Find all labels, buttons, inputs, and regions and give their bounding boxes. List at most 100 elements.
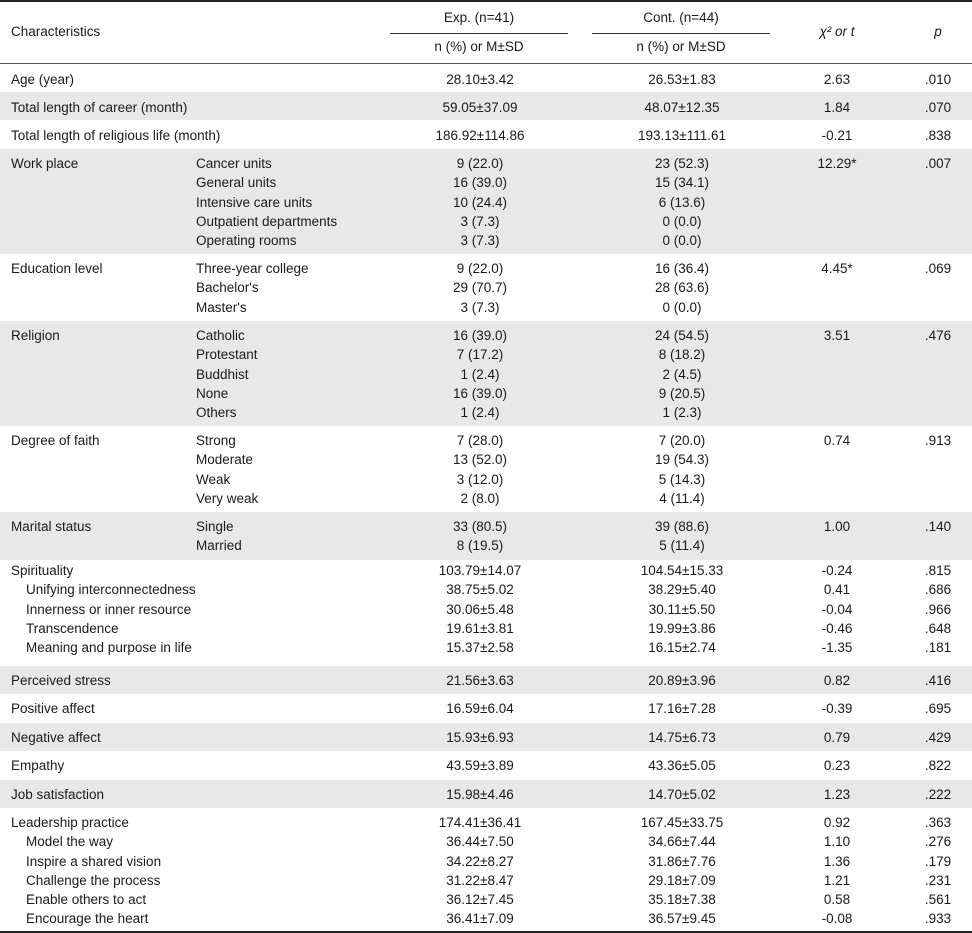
stat-value: -0.46	[821, 620, 853, 636]
exp-value: 7 (17.2)	[456, 347, 504, 363]
table-row: None 16 (39.0) 9 (20.5)	[0, 384, 972, 403]
cont-value: 4 (11.4)	[659, 490, 705, 506]
exp-value: 16 (39.0)	[452, 175, 508, 191]
p-value: .140	[924, 519, 952, 534]
stat-value: -0.08	[821, 911, 853, 927]
exp-value: 15.93±6.93	[446, 730, 514, 745]
table-row: Married 8 (19.5) 5 (11.4)	[0, 536, 972, 555]
row-group: Positive affect 16.59±6.04 17.16±7.28 -0.39…	[0, 694, 972, 723]
exp-value: 28.10±3.42	[446, 72, 514, 87]
subscale-label: Transcendence	[26, 620, 119, 636]
p-value: .648	[924, 620, 952, 636]
cont-value: 0 (0.0)	[662, 299, 702, 315]
row-group: Religion Catholic 16 (39.0) 24 (54.5) 3.51 .4…	[0, 321, 972, 426]
table-row: Transcendence 19.61±3.81 19.99±3.86 -0.46 .6…	[0, 619, 972, 638]
category-label: None	[196, 385, 229, 401]
cont-value: 30.11±5.50	[648, 601, 716, 617]
table-row: Encourage the heart 36.41±7.09 36.57±9.45 -…	[0, 909, 972, 928]
exp-value: 36.44±7.50	[446, 834, 514, 850]
cont-value: 5 (14.3)	[658, 471, 706, 487]
stat-value: 0.23	[823, 758, 851, 773]
exp-value: 3 (12.0)	[456, 471, 504, 487]
exp-value: 1 (2.4)	[460, 366, 500, 382]
table-row: Master's 3 (7.3) 0 (0.0)	[0, 298, 972, 317]
cont-value: 24 (54.5)	[654, 328, 710, 343]
row-group: Degree of faith Strong 7 (28.0) 7 (20.0) 0.7…	[0, 426, 972, 512]
category-label: Master's	[196, 299, 247, 315]
category-label: Bachelor's	[196, 280, 259, 296]
p-value: .476	[924, 328, 952, 343]
exp-value: 36.12±7.45	[446, 892, 514, 908]
stat-value: 2.63	[823, 72, 851, 87]
table-row: Religion Catholic 16 (39.0) 24 (54.5) 3.51 .4…	[0, 326, 972, 345]
stat-value: 1.10	[823, 834, 851, 850]
stat-value: -0.39	[821, 701, 853, 716]
exp-value: 31.22±8.47	[446, 872, 514, 888]
table-row: Total length of religious life (month) 18…	[0, 126, 972, 145]
table-row: General units 16 (39.0) 15 (34.1)	[0, 173, 972, 192]
cont-value: 5 (11.4)	[659, 538, 705, 554]
row-group: Education level Three-year college 9 (22.0…	[0, 254, 972, 321]
p-value: .913	[924, 433, 952, 448]
subscale-label: Unifying interconnectedness	[26, 582, 196, 598]
category-label: Single	[196, 519, 234, 534]
exp-value: 9 (22.0)	[456, 261, 504, 276]
cont-value: 0 (0.0)	[662, 213, 702, 229]
category-label: Three-year college	[196, 261, 309, 276]
cont-value: 16.15±2.74	[648, 640, 716, 656]
stat-value: 1.21	[823, 872, 851, 888]
stat-value: 0.79	[823, 730, 851, 745]
cont-value: 36.57±9.45	[648, 911, 716, 927]
row-group: Total length of career (month) 59.05±37.0…	[0, 92, 972, 120]
row-label: Perceived stress	[11, 673, 111, 688]
exp-value: 10 (24.4)	[452, 194, 508, 210]
table-row: Moderate 13 (52.0) 19 (54.3)	[0, 450, 972, 469]
table-row: Positive affect 16.59±6.04 17.16±7.28 -0.39…	[0, 699, 972, 718]
row-label: Negative affect	[11, 730, 101, 745]
category-label: Very weak	[196, 490, 259, 506]
header-exp-group: Exp. (n=41)	[443, 10, 515, 25]
cont-value: 104.54±15.33	[640, 563, 724, 578]
cont-value: 14.70±5.02	[648, 787, 716, 802]
p-value: .416	[924, 673, 952, 688]
p-value: .561	[924, 892, 952, 908]
table-row: Outpatient departments 3 (7.3) 0 (0.0)	[0, 212, 972, 231]
cont-value: 48.07±12.35	[644, 100, 720, 115]
subscale-label: Inspire a shared vision	[26, 853, 162, 869]
p-value: .222	[924, 787, 952, 802]
table-row: Operating rooms 3 (7.3) 0 (0.0)	[0, 231, 972, 250]
table-row: Very weak 2 (8.0) 4 (11.4)	[0, 489, 972, 508]
table-row: Negative affect 15.93±6.93 14.75±6.73 0.79.…	[0, 728, 972, 747]
cont-value: 43.36±5.05	[648, 758, 716, 773]
header-stat: χ² or t	[819, 24, 855, 39]
exp-value: 15.98±4.46	[446, 787, 514, 802]
table-row: Education level Three-year college 9 (22.0…	[0, 259, 972, 278]
row-label: Total length of career (month)	[11, 100, 188, 115]
row-label: Education level	[11, 261, 103, 276]
table-row: Model the way 36.44±7.50 34.66±7.44 1.10 .27…	[0, 832, 972, 851]
exp-value: 7 (28.0)	[456, 433, 504, 448]
row-group: Empathy 43.59±3.89 43.36±5.05 0.23 .822	[0, 751, 972, 780]
row-label: Positive affect	[11, 701, 95, 716]
cont-value: 1 (2.3)	[662, 405, 702, 421]
row-group: Spirituality 103.79±14.07 104.54±15.33 -0.2…	[0, 560, 972, 666]
table-row: Empathy 43.59±3.89 43.36±5.05 0.23 .822	[0, 756, 972, 775]
category-label: Others	[196, 405, 237, 421]
exp-value: 8 (19.5)	[456, 538, 504, 554]
table-row: Spirituality 103.79±14.07 104.54±15.33 -0.2…	[0, 561, 972, 580]
exp-value: 174.41±36.41	[438, 815, 522, 830]
category-label: Intensive care units	[196, 194, 313, 210]
cont-value: 19.99±3.86	[648, 620, 716, 636]
p-value: .181	[924, 640, 952, 656]
cont-value: 38.29±5.40	[648, 582, 716, 598]
stat-value: 4.45*	[821, 261, 853, 276]
row-label: Marital status	[11, 519, 92, 534]
stat-value: 1.84	[823, 100, 851, 115]
subscale-label: Enable others to act	[26, 892, 147, 908]
row-label: Religion	[11, 328, 60, 343]
exp-value: 103.79±14.07	[438, 563, 522, 578]
row-group: Leadership practice 174.41±36.41 167.45±33…	[0, 808, 972, 933]
exp-value: 16 (39.0)	[452, 385, 508, 401]
stat-value: 3.51	[823, 328, 851, 343]
exp-value: 36.41±7.09	[446, 911, 514, 927]
